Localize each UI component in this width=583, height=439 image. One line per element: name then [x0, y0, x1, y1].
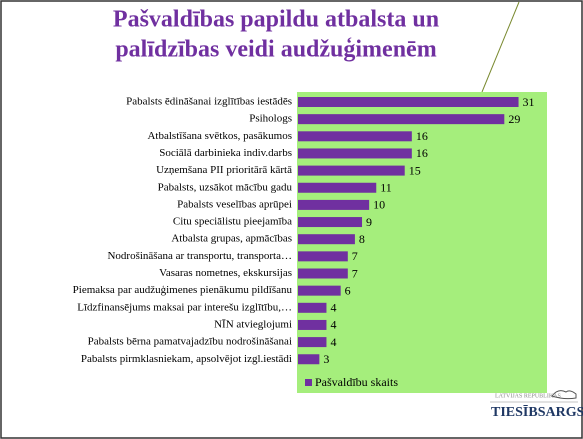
- bar: [298, 285, 341, 296]
- chart-title: palīdzības veidi audžuģimenēm: [115, 37, 436, 63]
- bar: [298, 268, 348, 279]
- bar: [298, 199, 370, 210]
- category-label: Pabalsts ēdināšanai izglītības iestādēs: [126, 96, 292, 108]
- value-label: 15: [409, 163, 421, 177]
- category-label: Piemaksa par audžuģimenes pienākumu pild…: [73, 284, 293, 296]
- category-label: Līdzfinansējums maksai par interešu izgl…: [77, 301, 292, 313]
- bar: [298, 148, 412, 159]
- value-label: 7: [352, 249, 358, 263]
- decor-line: [481, 1, 520, 93]
- value-label: 4: [330, 335, 336, 349]
- category-label: Pabalsts bērna pamatvajadzību nodrošināš…: [88, 336, 292, 348]
- value-label: 29: [508, 112, 520, 126]
- bar: [298, 114, 505, 125]
- value-label: 4: [330, 301, 336, 315]
- category-label: NĪN atvieglojumi: [214, 318, 292, 330]
- legend-label: Pašvaldību skaits: [315, 375, 398, 389]
- value-label: 11: [380, 181, 392, 195]
- value-label: 16: [416, 129, 428, 143]
- bar: [298, 354, 320, 365]
- bar: [298, 251, 348, 262]
- value-label: 8: [359, 232, 365, 246]
- category-label: Pabalsts pirmklasniekam, apsolvējot izgl…: [81, 353, 292, 365]
- category-label: Vasaras nometnes, ekskursijas: [159, 267, 292, 279]
- logo-top: LATVIJAS REPUBLIKAS: [495, 393, 561, 399]
- bar: [298, 182, 377, 193]
- bar: [298, 302, 327, 313]
- category-label: Nodrošināšana ar transportu, transporta…: [107, 250, 292, 262]
- bar: [298, 319, 327, 330]
- value-label: 31: [523, 95, 535, 109]
- value-label: 3: [323, 352, 329, 366]
- bar: [298, 234, 355, 245]
- category-label: Pabalsts, uzsākot mācību gadu: [158, 181, 293, 193]
- value-label: 10: [373, 198, 385, 212]
- legend-swatch: [305, 379, 312, 386]
- category-label: Uzņemšana PII prioritārā kārtā: [156, 164, 292, 176]
- category-label: Sociālā darbinieka indiv.darbs: [159, 147, 292, 159]
- logo-name: TIESĪBSARGS: [491, 404, 583, 420]
- bar: [298, 217, 363, 228]
- value-label: 16: [416, 146, 428, 160]
- bar: [298, 97, 519, 107]
- category-label: Psihologs: [249, 113, 292, 125]
- category-label: Atbalsta grupas, apmācības: [171, 233, 292, 245]
- value-label: 6: [345, 283, 351, 297]
- logo-icon: [551, 390, 577, 400]
- value-label: 9: [366, 215, 372, 229]
- chart-title: Pašvaldības papildu atbalsta un: [113, 7, 439, 33]
- bar: [298, 165, 405, 176]
- bar: [298, 131, 412, 142]
- value-label: 4: [330, 318, 336, 332]
- category-label: Citu speciālistu pieejamība: [173, 216, 292, 228]
- category-label: Pabalsts veselības aprūpei: [177, 198, 292, 210]
- value-label: 7: [352, 266, 358, 280]
- bar: [298, 337, 327, 348]
- category-label: Atbalstīšana svētkos, pasākumos: [147, 130, 292, 142]
